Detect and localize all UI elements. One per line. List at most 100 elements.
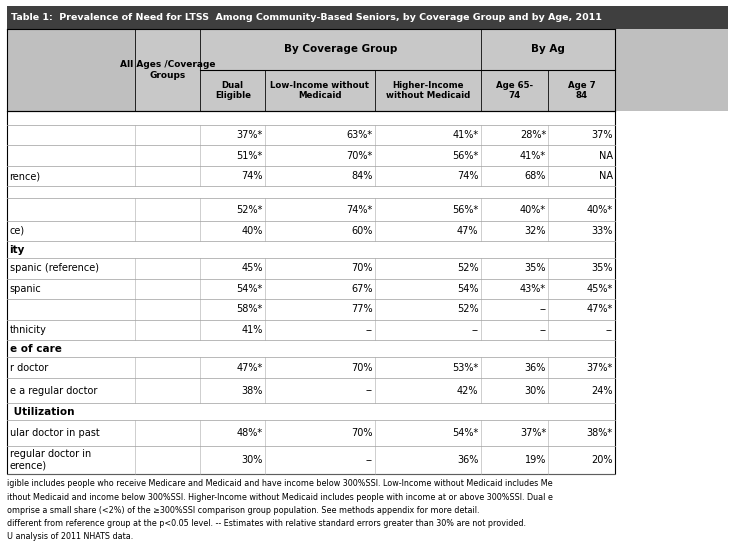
Text: e of care: e of care: [10, 344, 62, 354]
Bar: [201, 70, 265, 111]
Text: 37%*: 37%*: [587, 363, 613, 372]
Text: 43%*: 43%*: [520, 284, 546, 294]
Text: All Ages /Coverage
Groups: All Ages /Coverage Groups: [120, 60, 215, 80]
Bar: [7, 241, 615, 258]
Text: NA: NA: [599, 171, 613, 181]
Text: 40%*: 40%*: [520, 204, 546, 214]
Text: 52%: 52%: [457, 305, 478, 315]
Text: 63%*: 63%*: [346, 130, 373, 140]
Text: 56%*: 56%*: [452, 204, 478, 214]
Text: --: --: [471, 325, 478, 335]
Text: regular doctor in
erence): regular doctor in erence): [10, 449, 91, 471]
Text: 37%*: 37%*: [520, 428, 546, 438]
Text: 60%: 60%: [351, 226, 373, 236]
Bar: [265, 70, 375, 111]
Text: 41%: 41%: [242, 325, 263, 335]
Text: rence): rence): [10, 171, 40, 181]
Text: 48%*: 48%*: [237, 428, 263, 438]
Text: By Ag: By Ag: [531, 44, 564, 55]
Text: 77%: 77%: [351, 305, 373, 315]
Text: different from reference group at the p<0.05 level. -- Estimates with relative s: different from reference group at the p<…: [7, 519, 526, 528]
Bar: [481, 70, 548, 111]
Text: Higher-Income
without Medicaid: Higher-Income without Medicaid: [386, 81, 470, 100]
Text: 47%: 47%: [457, 226, 478, 236]
Bar: [375, 70, 481, 111]
Text: 36%: 36%: [457, 455, 478, 465]
Text: --: --: [606, 325, 613, 335]
Text: --: --: [365, 455, 373, 465]
Bar: [7, 111, 615, 474]
Text: 35%: 35%: [591, 263, 613, 273]
Text: 19%: 19%: [525, 455, 546, 465]
Text: 70%: 70%: [351, 263, 373, 273]
Text: 32%: 32%: [525, 226, 546, 236]
Text: 36%: 36%: [525, 363, 546, 372]
Text: 70%: 70%: [351, 428, 373, 438]
Bar: [7, 111, 615, 125]
Text: 54%*: 54%*: [452, 428, 478, 438]
Text: 41%*: 41%*: [520, 151, 546, 161]
Text: omprise a small share (<2%) of the ≥300%SSI comparison group population. See met: omprise a small share (<2%) of the ≥300%…: [7, 506, 480, 515]
Text: 37%*: 37%*: [237, 130, 263, 140]
Text: 24%: 24%: [591, 386, 613, 396]
Text: 68%: 68%: [525, 171, 546, 181]
Text: 42%: 42%: [457, 386, 478, 396]
Text: thnicity: thnicity: [10, 325, 46, 335]
Text: Age 65-
74: Age 65- 74: [496, 81, 533, 100]
Text: --: --: [365, 386, 373, 396]
Text: 30%: 30%: [242, 455, 263, 465]
Bar: [7, 299, 615, 320]
Text: Utilization: Utilization: [10, 407, 74, 417]
Text: spanic: spanic: [10, 284, 41, 294]
Text: r doctor: r doctor: [10, 363, 48, 372]
Bar: [7, 220, 615, 241]
Text: 38%*: 38%*: [587, 428, 613, 438]
Text: 74%: 74%: [241, 171, 263, 181]
Bar: [7, 378, 615, 403]
Text: 51%*: 51%*: [237, 151, 263, 161]
Text: 56%*: 56%*: [452, 151, 478, 161]
Text: 33%: 33%: [592, 226, 613, 236]
Text: 41%*: 41%*: [452, 130, 478, 140]
Text: 67%: 67%: [351, 284, 373, 294]
Bar: [7, 186, 615, 198]
Text: 40%*: 40%*: [587, 204, 613, 214]
Bar: [135, 29, 201, 111]
Bar: [7, 29, 135, 111]
Text: NA: NA: [599, 151, 613, 161]
Text: 30%: 30%: [525, 386, 546, 396]
Text: 70%*: 70%*: [346, 151, 373, 161]
Text: 70%: 70%: [351, 363, 373, 372]
Text: 52%*: 52%*: [237, 204, 263, 214]
Bar: [548, 70, 615, 111]
Text: igible includes people who receive Medicare and Medicaid and have income below 3: igible includes people who receive Medic…: [7, 479, 553, 488]
Bar: [7, 125, 615, 145]
Text: 45%*: 45%*: [587, 284, 613, 294]
Text: 47%*: 47%*: [237, 363, 263, 372]
Text: --: --: [539, 305, 546, 315]
Text: 38%: 38%: [242, 386, 263, 396]
Bar: [7, 279, 615, 299]
Text: ce): ce): [10, 226, 25, 236]
Text: 74%*: 74%*: [346, 204, 373, 214]
Text: 54%: 54%: [457, 284, 478, 294]
Text: 37%: 37%: [591, 130, 613, 140]
Text: 54%*: 54%*: [237, 284, 263, 294]
Bar: [7, 198, 615, 220]
Bar: [7, 357, 615, 378]
Bar: [481, 29, 615, 70]
Text: 74%: 74%: [457, 171, 478, 181]
Text: --: --: [365, 325, 373, 335]
Bar: [7, 6, 728, 29]
Text: --: --: [539, 325, 546, 335]
Bar: [201, 29, 481, 70]
Text: Table 1:  Prevalence of Need for LTSS  Among Community-Based Seniors, by Coverag: Table 1: Prevalence of Need for LTSS Amo…: [11, 13, 602, 21]
Text: 58%*: 58%*: [237, 305, 263, 315]
Text: ular doctor in past: ular doctor in past: [10, 428, 99, 438]
Text: U analysis of 2011 NHATS data.: U analysis of 2011 NHATS data.: [7, 532, 134, 541]
Text: Age 7
84: Age 7 84: [567, 81, 595, 100]
Bar: [7, 403, 615, 420]
Bar: [7, 145, 615, 166]
Text: 20%: 20%: [591, 455, 613, 465]
Bar: [7, 166, 615, 186]
